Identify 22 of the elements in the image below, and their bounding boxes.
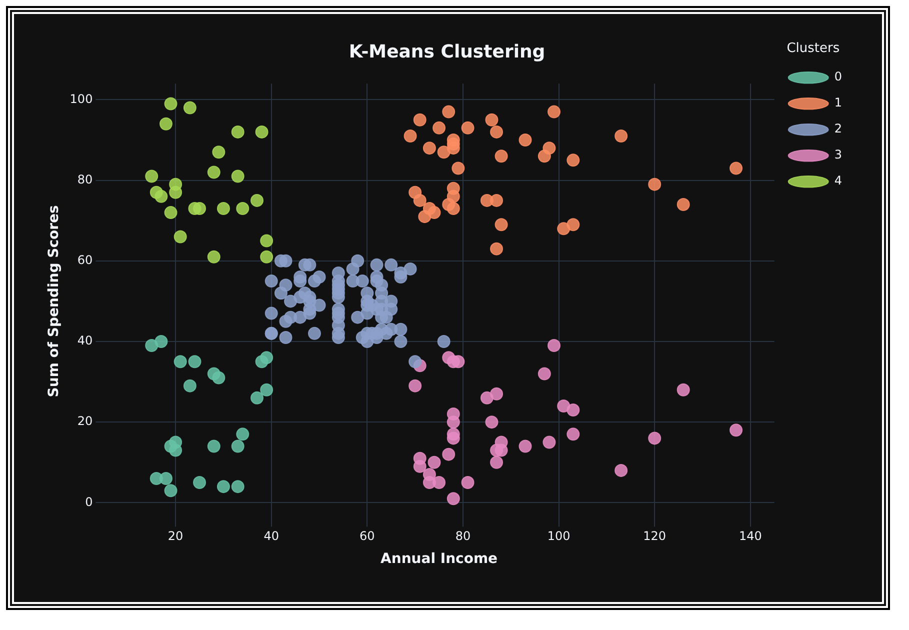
x-tick-label: 100: [547, 529, 570, 544]
legend-label: 2: [834, 122, 842, 136]
x-tick-label: 20: [168, 529, 184, 544]
x-tick-label: 80: [455, 529, 471, 544]
legend-label: 4: [834, 174, 842, 188]
y-tick-label: 100: [70, 92, 93, 106]
y-tick-label: 0: [85, 494, 93, 509]
x-tick-label: 140: [738, 529, 762, 544]
legend-label: 0: [834, 70, 842, 84]
chart-title: K-Means Clustering: [348, 41, 546, 62]
y-axis-title: Sum of Spending Scores: [46, 205, 62, 398]
y-tick-label: 20: [77, 414, 93, 428]
x-axis-title: Annual Income: [380, 551, 498, 568]
y-tick-label: 60: [77, 253, 93, 268]
y-tick-label: 40: [77, 334, 93, 348]
legend-label: 3: [834, 148, 842, 162]
x-tick-label: 40: [264, 529, 280, 544]
x-tick-label: 120: [643, 529, 666, 544]
x-tick-label: 60: [360, 529, 375, 544]
legend-title: Clusters: [786, 40, 840, 56]
legend-label: 1: [834, 96, 842, 110]
y-tick-label: 80: [77, 172, 93, 186]
